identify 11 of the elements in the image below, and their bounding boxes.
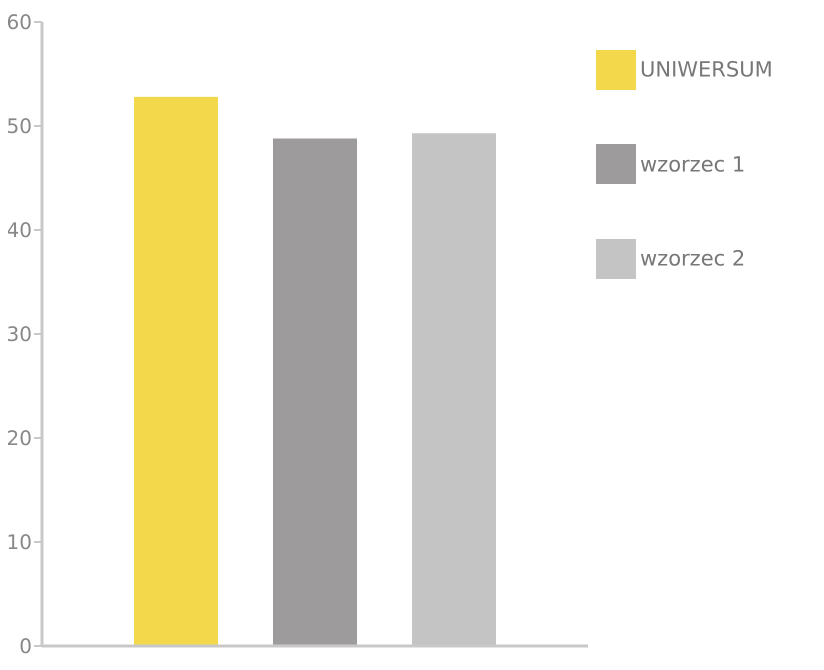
legend-label: UNIWERSUM	[640, 58, 773, 82]
legend-label: wzorzec 1	[640, 152, 746, 176]
y-tick-label: 60	[6, 10, 32, 34]
y-tick-label: 10	[6, 530, 32, 554]
y-tick-label: 50	[6, 114, 32, 138]
y-tick-label: 0	[19, 634, 32, 658]
y-tick-label: 30	[6, 322, 32, 346]
y-tick-label: 20	[6, 426, 32, 450]
bar	[273, 138, 357, 646]
bar	[134, 96, 218, 646]
legend-label: wzorzec 2	[640, 246, 746, 271]
